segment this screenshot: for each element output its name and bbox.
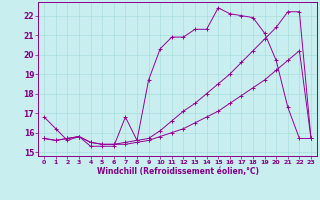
- X-axis label: Windchill (Refroidissement éolien,°C): Windchill (Refroidissement éolien,°C): [97, 167, 259, 176]
